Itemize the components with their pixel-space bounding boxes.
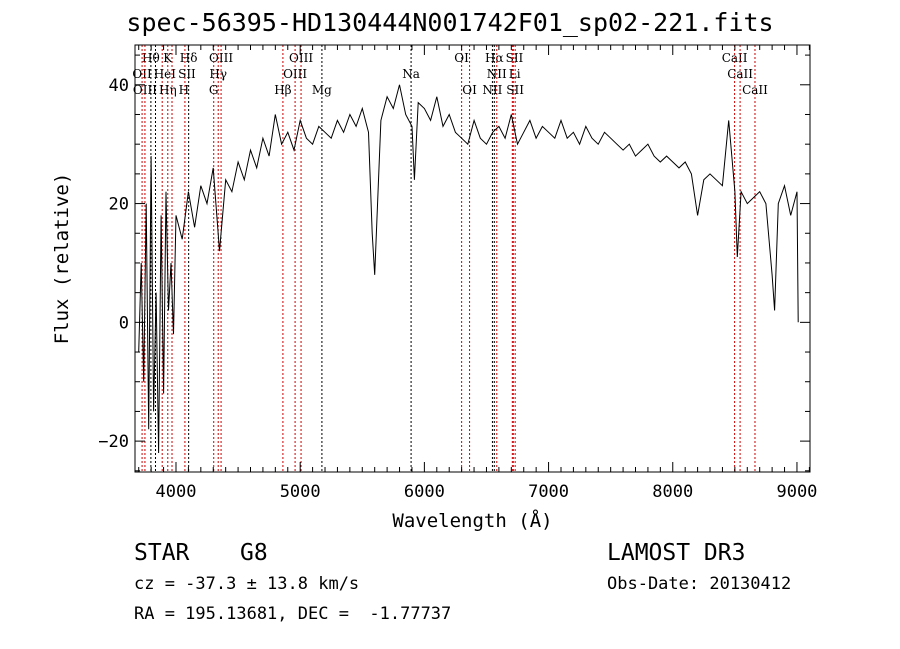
spectral-line-label: Hη xyxy=(159,83,177,97)
spectral-line-label: Hγ xyxy=(209,67,227,81)
y-tick-label: 40 xyxy=(109,76,129,96)
spectral-line-label: CaII xyxy=(727,67,753,81)
y-tick-label: 20 xyxy=(109,195,129,215)
spectrum-line xyxy=(138,84,799,454)
spectral-line-label: Hδ xyxy=(180,51,198,65)
obs-date: Obs-Date: 20130412 xyxy=(607,574,792,594)
x-tick-label: 4000 xyxy=(156,482,197,502)
spectral-line-label: OIII xyxy=(283,67,307,81)
spectral-line-label: SII xyxy=(506,51,524,65)
spectral-line-label: Na xyxy=(402,67,420,81)
spectral-line-label: OII xyxy=(132,67,152,81)
spectral-line-label: OIII xyxy=(289,51,313,65)
spectral-line-label: Hβ xyxy=(274,83,291,97)
spectral-line-label: OI xyxy=(462,83,477,97)
x-axis-label: Wavelength (Å) xyxy=(392,509,552,532)
survey-label: LAMOST DR3 xyxy=(607,540,746,566)
spectral-line-label: H xyxy=(179,83,189,97)
redshift-text: cz = -37.3 ± 13.8 km/s xyxy=(134,574,360,594)
spectral-line-label: OIII xyxy=(133,83,157,97)
spectral-line-label: NII xyxy=(482,83,502,97)
x-tick-label: 6000 xyxy=(404,482,445,502)
x-tick-label: 5000 xyxy=(280,482,321,502)
spectral-line-label: SII xyxy=(178,67,196,81)
chart-title: spec-56395-HD130444N001742F01_sp02-221.f… xyxy=(126,8,774,37)
spectral-line-label: CaII xyxy=(722,51,748,65)
y-tick-label: 0 xyxy=(119,313,129,333)
spectral-line-label: Mg xyxy=(312,83,332,97)
y-axis-label: Flux (relative) xyxy=(51,173,73,345)
object-class: STAR xyxy=(134,540,190,566)
spectral-line-label: G xyxy=(209,83,219,97)
spectral-line-label: NII xyxy=(487,67,507,81)
spectral-line-label: SII xyxy=(506,83,524,97)
x-tick-label: 8000 xyxy=(652,482,693,502)
y-tick-label: −20 xyxy=(98,432,129,452)
x-tick-label: 7000 xyxy=(528,482,569,502)
spectral-line-label: CaII xyxy=(742,83,768,97)
spectral-line-label: OIII xyxy=(209,51,233,65)
coordinates: RA = 195.13681, DEC = -1.77737 xyxy=(134,604,452,624)
plot-frame xyxy=(134,44,811,473)
spectral-line-label: K xyxy=(163,51,173,65)
x-tick-label: 9000 xyxy=(776,482,817,502)
spectral-line-label: OI xyxy=(454,51,469,65)
spectral-line-label: HeI xyxy=(154,67,177,81)
object-subclass: G8 xyxy=(240,540,268,566)
spectral-line-label: Hα xyxy=(485,51,504,65)
